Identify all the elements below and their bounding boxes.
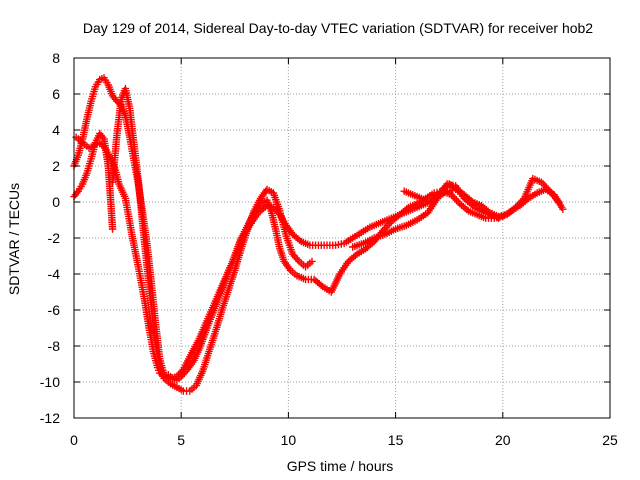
chart-title: Day 129 of 2014, Sidereal Day-to-day VTE… [83, 20, 593, 36]
data-point-track-b [554, 198, 563, 206]
data-point-track-c [108, 225, 117, 233]
x-tick-label: 15 [388, 432, 404, 448]
data-point-track-a [559, 205, 567, 213]
y-tick-label: 6 [52, 86, 60, 102]
x-tick-label: 0 [70, 432, 78, 448]
y-tick-label: 4 [52, 122, 60, 138]
x-axis-label: GPS time / hours [287, 458, 394, 474]
x-tick-label: 10 [281, 432, 297, 448]
data-point-track-d [308, 257, 316, 266]
y-tick-label: 2 [52, 158, 60, 174]
y-tick-label: 0 [52, 194, 60, 210]
y-axis-label: SDTVAR / TECUs [6, 183, 22, 295]
x-tick-label: 25 [602, 432, 618, 448]
x-tick-label: 5 [177, 432, 185, 448]
y-tick-label: -4 [48, 266, 61, 282]
data-points [70, 74, 567, 395]
y-tick-label: -6 [48, 302, 61, 318]
grid-lines [74, 58, 610, 418]
y-tick-label: -8 [48, 338, 61, 354]
y-tick-label: -12 [40, 410, 60, 426]
x-tick-label: 20 [495, 432, 511, 448]
y-tick-label: 8 [52, 50, 60, 66]
data-point-track-f [494, 214, 503, 222]
y-tick-label: -2 [48, 230, 61, 246]
y-tick-label: -10 [40, 374, 60, 390]
